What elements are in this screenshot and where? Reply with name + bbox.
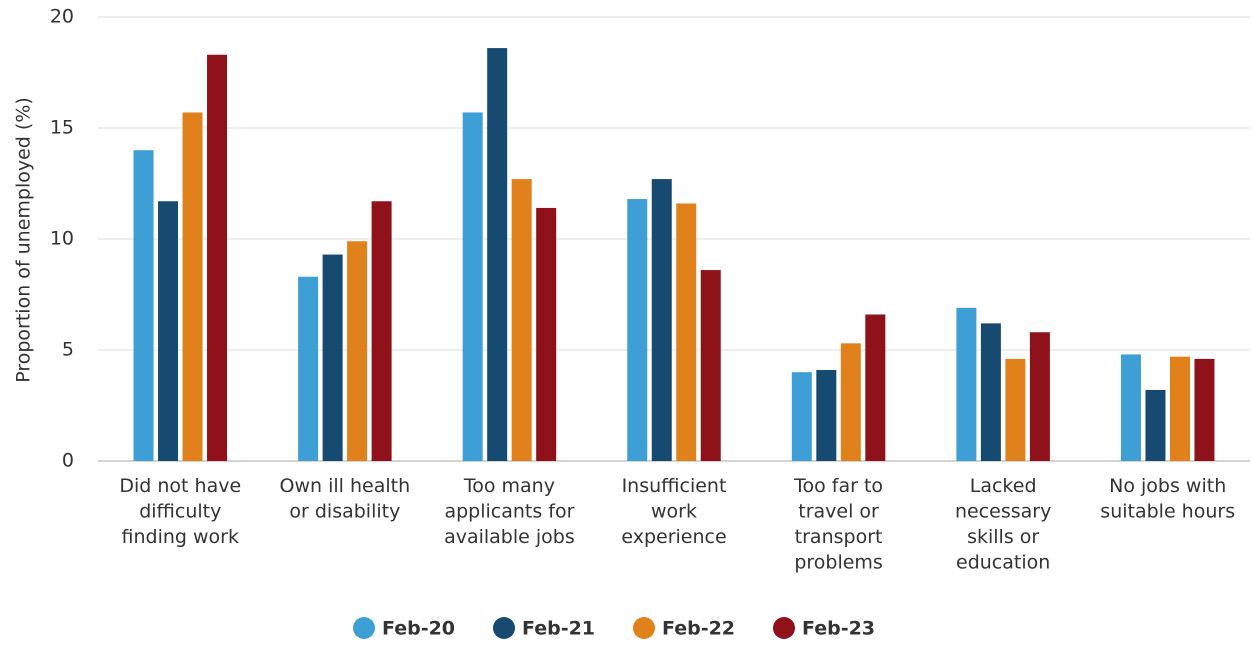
bar	[1169, 356, 1190, 461]
legend-swatch	[773, 617, 795, 639]
bar	[1194, 358, 1215, 461]
y-tick-label: 5	[62, 339, 74, 361]
y-tick-label: 20	[50, 6, 74, 28]
bar	[207, 54, 228, 462]
x-tick-label: Too many applicants for available jobs	[444, 475, 575, 548]
legend-label: Feb-22	[662, 618, 735, 640]
bar	[700, 270, 721, 461]
bar	[487, 48, 508, 462]
bar	[371, 201, 392, 461]
bar	[980, 323, 1001, 461]
legend-swatch	[633, 617, 655, 639]
bar	[1145, 389, 1166, 461]
x-tick-label: Did not have difficulty finding work	[119, 475, 241, 548]
y-tick-label: 15	[50, 117, 74, 139]
bar	[158, 201, 179, 461]
bar	[1005, 358, 1026, 461]
bar	[322, 254, 343, 461]
x-tick-label: No jobs with suitable hours	[1100, 475, 1235, 523]
bar	[182, 112, 203, 462]
y-axis-label: Proportion of unemployed (%)	[13, 97, 35, 383]
legend-label: Feb-21	[522, 618, 595, 640]
bar	[840, 343, 861, 461]
y-tick-label: 0	[62, 450, 74, 472]
bar	[298, 276, 319, 461]
bar	[676, 203, 697, 462]
bar	[462, 112, 483, 462]
bar	[816, 369, 837, 461]
bar	[627, 199, 648, 462]
bar	[651, 179, 672, 461]
bar	[865, 314, 886, 461]
bar	[133, 150, 154, 461]
legend: Feb-20 Feb-21 Feb-22 Feb-23	[353, 617, 875, 640]
x-tick-label: Lacked necessary skills or education	[955, 475, 1051, 574]
x-tick-label: Own ill health or disability	[280, 475, 411, 523]
legend-label: Feb-23	[802, 618, 875, 640]
legend-swatch	[493, 617, 515, 639]
bar	[956, 307, 977, 461]
bar	[1120, 354, 1141, 461]
y-tick-label: 10	[50, 228, 74, 250]
legend-label: Feb-20	[382, 618, 455, 640]
bar	[347, 241, 368, 461]
legend-swatch	[353, 617, 375, 639]
x-tick-label: Too far to travel or transport problems	[793, 475, 883, 574]
bar	[536, 207, 557, 461]
x-tick-label: Insufficient work experience	[621, 475, 726, 548]
bar	[791, 372, 812, 461]
bar	[1029, 332, 1050, 461]
bar	[511, 179, 532, 461]
